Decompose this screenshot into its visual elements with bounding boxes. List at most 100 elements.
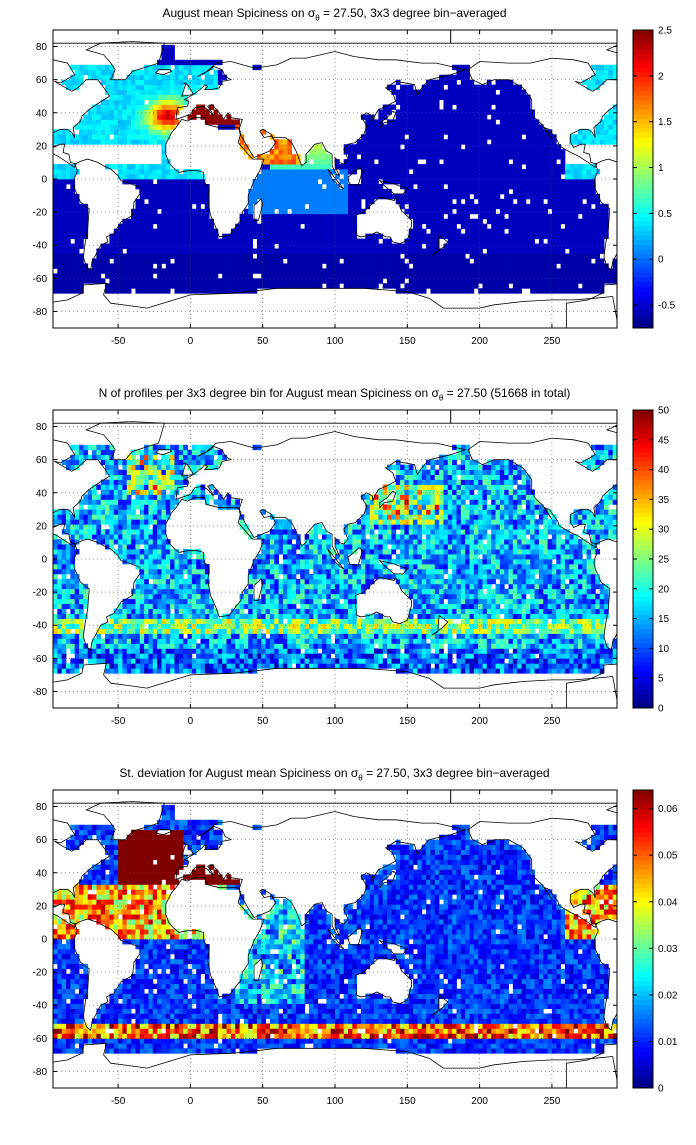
heatmap-cell (170, 249, 175, 254)
heatmap-cell (179, 199, 184, 204)
heatmap-cell (218, 283, 223, 288)
heatmap-cell (135, 494, 140, 499)
heatmap-cell (452, 278, 457, 283)
heatmap-cell (370, 239, 375, 244)
heatmap-cell (144, 80, 149, 85)
heatmap-cell (57, 584, 62, 589)
heatmap-cell (118, 668, 123, 673)
heatmap-cell (174, 234, 179, 239)
heatmap-cell (201, 189, 206, 194)
heatmap-cell (448, 278, 453, 283)
heatmap-cell (248, 219, 253, 224)
heatmap-cell (105, 105, 110, 110)
heatmap-cell (595, 263, 600, 268)
heatmap-cell (144, 278, 149, 283)
heatmap-cell (114, 268, 119, 273)
heatmap-cell (413, 144, 418, 149)
heatmap-cell (387, 283, 392, 288)
heatmap-cell (526, 174, 531, 179)
heatmap-cell (469, 144, 474, 149)
heatmap-cell (370, 278, 375, 283)
heatmap-cell (283, 229, 288, 234)
heatmap-cell (131, 629, 136, 634)
heatmap-cell (92, 494, 97, 499)
heatmap-cell (127, 504, 132, 509)
heatmap-cell (62, 653, 67, 658)
heatmap-cell (148, 189, 153, 194)
heatmap-cell (426, 184, 431, 189)
heatmap-cell (187, 209, 192, 214)
heatmap-cell (287, 154, 292, 159)
heatmap-cell (101, 139, 106, 144)
heatmap-cell (135, 485, 140, 490)
heatmap-cell (426, 139, 431, 144)
heatmap-cell (339, 224, 344, 229)
heatmap-cell (552, 204, 557, 209)
heatmap-cell (305, 214, 310, 219)
heatmap-cell (153, 189, 158, 194)
heatmap-cell (496, 234, 501, 239)
heatmap-cell (148, 214, 153, 219)
heatmap-cell (257, 254, 262, 259)
heatmap-cell (378, 139, 383, 144)
heatmap-cell (270, 219, 275, 224)
heatmap-cell (452, 169, 457, 174)
heatmap-cell (157, 278, 162, 283)
heatmap-cell (539, 214, 544, 219)
heatmap-cell (365, 268, 370, 273)
heatmap-cell (309, 254, 314, 259)
heatmap-cell (409, 258, 414, 263)
heatmap-cell (465, 263, 470, 268)
heatmap-cell (539, 189, 544, 194)
heatmap-cell (513, 239, 518, 244)
heatmap-cell (478, 144, 483, 149)
y-tick-label: 80 (36, 42, 48, 53)
heatmap-cell (140, 214, 145, 219)
heatmap-cell (192, 224, 197, 229)
heatmap-cell (218, 249, 223, 254)
heatmap-cell (127, 263, 132, 268)
heatmap-cell (430, 214, 435, 219)
heatmap-cell (456, 268, 461, 273)
heatmap-cell (122, 244, 127, 249)
heatmap-cell (157, 119, 162, 124)
heatmap-cell (383, 283, 388, 288)
heatmap-cell (101, 653, 106, 658)
heatmap-cell (131, 465, 136, 470)
x-tick-label: 0 (188, 336, 194, 347)
heatmap-cell (131, 239, 136, 244)
heatmap-cell (595, 214, 600, 219)
heatmap-cell (478, 204, 483, 209)
heatmap-cell (522, 139, 527, 144)
heatmap-cell (331, 189, 336, 194)
heatmap-cell (153, 445, 158, 450)
heatmap-cell (75, 234, 80, 239)
heatmap-cell (140, 273, 145, 278)
heatmap-cell (279, 268, 284, 273)
heatmap-cell (209, 80, 214, 85)
heatmap-cell (426, 90, 431, 95)
heatmap-cell (439, 154, 444, 159)
heatmap-cell (417, 229, 422, 234)
heatmap-cell (105, 514, 110, 519)
heatmap-cell (140, 268, 145, 273)
heatmap-cell (426, 249, 431, 254)
heatmap-cell (166, 80, 171, 85)
heatmap-cell (101, 648, 106, 653)
heatmap-cell (174, 209, 179, 214)
heatmap-cell (287, 199, 292, 204)
heatmap-cell (292, 154, 297, 159)
heatmap-cell (478, 119, 483, 124)
heatmap-cell (201, 80, 206, 85)
heatmap-cell (183, 174, 188, 179)
heatmap-cell (526, 214, 531, 219)
heatmap-cell (339, 209, 344, 214)
heatmap-cell (140, 599, 145, 604)
heatmap-cell (75, 288, 80, 293)
heatmap-cell (148, 119, 153, 124)
heatmap-cell (448, 114, 453, 119)
heatmap-cell (413, 288, 418, 293)
heatmap-cell (114, 634, 119, 639)
heatmap-cell (105, 124, 110, 129)
heatmap-cell (118, 90, 123, 95)
